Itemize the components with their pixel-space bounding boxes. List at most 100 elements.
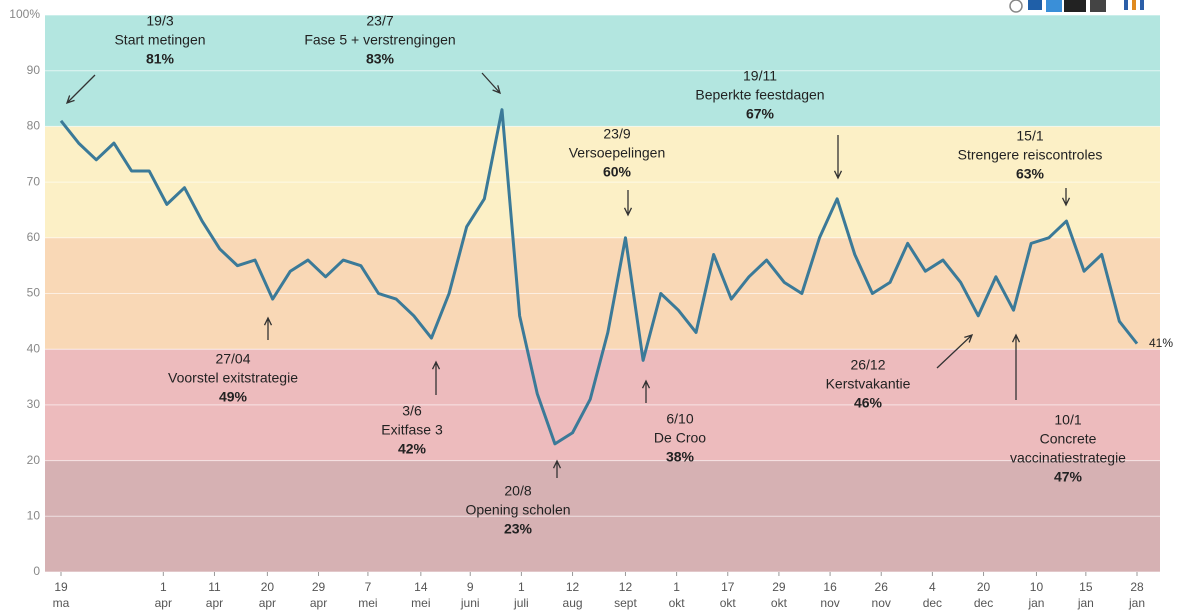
annotation: 10/1 Concrete vaccinatiestrategie 47%: [1010, 333, 1126, 485]
x-tick-sublabel: jan: [1027, 596, 1044, 610]
x-tick-sublabel: okt: [720, 596, 737, 610]
x-tick-sublabel: jan: [1128, 596, 1145, 610]
y-tick-label: 80: [27, 119, 41, 133]
x-tick-sublabel: mei: [411, 596, 430, 610]
arrow: [833, 135, 843, 180]
y-tick-label: 60: [27, 230, 41, 244]
x-tick-label: 1: [160, 580, 167, 594]
logo: [1009, 0, 1144, 13]
y-tick-label: 100%: [9, 7, 40, 21]
annotation-text: Voorstel exitstrategie: [168, 370, 298, 386]
x-tick-sublabel: nov: [872, 596, 891, 610]
x-tick-label: 20: [261, 580, 275, 594]
annotation-date: 23/9: [603, 126, 630, 142]
x-tick-label: 14: [414, 580, 428, 594]
x-tick-label: 26: [875, 580, 889, 594]
x-tick-sublabel: mei: [358, 596, 377, 610]
x-tick-sublabel: ma: [53, 596, 70, 610]
annotation-value: 81%: [146, 51, 175, 67]
annotation-date: 26/12: [850, 357, 885, 373]
arrow: [936, 333, 974, 369]
x-tick-label: 17: [721, 580, 735, 594]
annotation-text: Concrete: [1040, 431, 1097, 447]
annotation: 3/6 Exitfase 3 42%: [381, 360, 443, 457]
x-tick-label: 11: [208, 580, 221, 594]
end-label: 41%: [1149, 336, 1173, 350]
annotation-value: 23%: [504, 521, 533, 537]
annotation-value: 46%: [854, 395, 883, 411]
x-tick-sublabel: okt: [771, 596, 788, 610]
annotation-value: 83%: [366, 51, 395, 67]
y-tick-label: 40: [27, 341, 41, 355]
annotation: 27/04 Voorstel exitstrategie 49%: [168, 316, 298, 405]
x-tick-label: 1: [518, 580, 525, 594]
annotation-date: 19/11: [743, 68, 777, 84]
arrow: [1011, 333, 1021, 400]
annotation-text: Fase 5 + verstrengingen: [304, 32, 455, 48]
annotation-text: Strengere reiscontroles: [958, 147, 1103, 163]
annotation: 23/9 Versoepelingen 60%: [569, 126, 666, 217]
arrow: [481, 72, 501, 95]
x-tick-sublabel: nov: [820, 596, 839, 610]
annotation-value: 49%: [219, 389, 248, 405]
x-tick-sublabel: juli: [513, 596, 529, 610]
annotation-date: 3/6: [402, 403, 422, 419]
annotation-date: 23/7: [366, 13, 393, 29]
y-tick-label: 90: [27, 63, 41, 77]
x-tick-sublabel: sept: [614, 596, 637, 610]
x-tick-sublabel: apr: [155, 596, 172, 610]
x-tick-label: 1: [673, 580, 680, 594]
x-tick-sublabel: okt: [669, 596, 686, 610]
x-tick-sublabel: apr: [310, 596, 327, 610]
arrow: [641, 379, 651, 403]
y-tick-label: 20: [27, 453, 41, 467]
x-tick-sublabel: apr: [206, 596, 223, 610]
y-tick-label: 0: [33, 564, 40, 578]
annotation-date: 27/04: [215, 351, 250, 367]
annotation-value: 60%: [603, 164, 632, 180]
x-tick-label: 10: [1030, 580, 1044, 594]
annotation-value: 47%: [1054, 469, 1083, 485]
x-tick-label: 12: [566, 580, 580, 594]
x-tick-label: 15: [1079, 580, 1093, 594]
annotation-value: 38%: [666, 449, 695, 465]
x-tick-sublabel: aug: [563, 596, 583, 610]
x-tick-label: 4: [929, 580, 936, 594]
x-tick-sublabel: juni: [460, 596, 480, 610]
annotation-value: 63%: [1016, 166, 1045, 182]
x-tick-label: 28: [1130, 580, 1144, 594]
annotation-text: Versoepelingen: [569, 145, 666, 161]
x-tick-sublabel: dec: [923, 596, 942, 610]
annotation-text: Kerstvakantie: [826, 376, 911, 392]
annotation-text: vaccinatiestrategie: [1010, 450, 1126, 466]
arrow: [263, 316, 273, 340]
x-tick-sublabel: dec: [974, 596, 993, 610]
annotation-date: 6/10: [666, 411, 693, 427]
annotation-value: 42%: [398, 441, 427, 457]
annotation: 6/10 De Croo 38%: [641, 379, 706, 465]
annotation-text: Start metingen: [114, 32, 205, 48]
x-tick-label: 29: [772, 580, 786, 594]
annotation-value: 67%: [746, 106, 775, 122]
x-tick-label: 16: [823, 580, 837, 594]
y-tick-label: 10: [27, 508, 41, 522]
annotation-text: Beperkte feestdagen: [695, 87, 824, 103]
y-tick-label: 30: [27, 397, 41, 411]
x-tick-label: 7: [365, 580, 372, 594]
arrow: [552, 459, 562, 478]
data-line: [59, 108, 1139, 446]
annotation: 15/1 Strengere reiscontroles 63%: [958, 128, 1103, 207]
annotation: 19/11 Beperkte feestdagen 67%: [695, 68, 843, 180]
x-tick-label: 9: [467, 580, 474, 594]
annotation: 19/3 Start metingen 81%: [65, 13, 206, 105]
annotation: 26/12 Kerstvakantie 46%: [826, 333, 974, 411]
x-tick-label: 20: [977, 580, 991, 594]
annotation-text: Opening scholen: [465, 502, 570, 518]
annotation-text: De Croo: [654, 430, 706, 446]
y-tick-label: 50: [27, 286, 41, 300]
y-tick-label: 70: [27, 174, 41, 188]
arrow: [65, 74, 96, 105]
x-tick-sublabel: jan: [1077, 596, 1094, 610]
annotation-date: 10/1: [1054, 412, 1081, 428]
arrow: [1061, 188, 1071, 207]
